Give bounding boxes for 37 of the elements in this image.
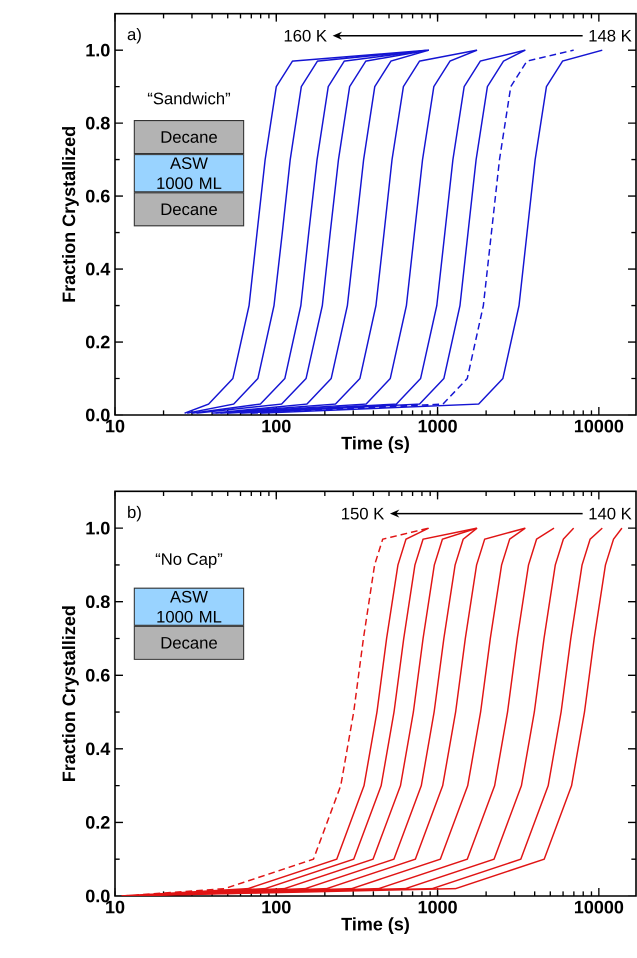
- y-tick-label: 1.0: [86, 44, 110, 57]
- x-tick-label: 100: [262, 420, 291, 432]
- annotation: b): [128, 506, 141, 522]
- y-tick-label: 0.6: [86, 190, 110, 202]
- y-tick-label: 0.6: [86, 668, 110, 682]
- annotation: 148 K: [590, 30, 632, 42]
- annotation: Decane: [162, 131, 217, 143]
- y-tick-label: 0.2: [86, 336, 110, 348]
- y-tick-label: 0.4: [86, 742, 110, 756]
- y-tick-label: 1.0: [86, 522, 110, 534]
- y-tick-label: 0.0: [86, 890, 110, 902]
- x-tick-label: 1000: [418, 900, 457, 914]
- x-tick-label: 10: [106, 420, 124, 432]
- x-tick-label: 10: [106, 900, 124, 914]
- y-tick-label: 0.0: [86, 408, 110, 422]
- annotation: a): [128, 28, 141, 44]
- annotation: ASW 1000 ML: [157, 590, 222, 623]
- y-axis-title: Fraction Crystallized: [62, 127, 79, 302]
- annotation: ASW 1000 ML: [157, 157, 222, 190]
- y-tick-label: 0.8: [86, 595, 110, 608]
- x-axis-title: Time (s): [341, 436, 409, 454]
- annotation: 150 K: [342, 508, 384, 520]
- y-tick-label: 0.2: [86, 816, 110, 829]
- x-axis-title: Time (s): [341, 917, 409, 934]
- annotation: 160 K: [284, 30, 327, 42]
- annotation: Decane: [162, 637, 217, 649]
- y-tick-label: 0.8: [86, 116, 110, 130]
- x-tick-label: 100: [262, 900, 291, 914]
- annotation: Decane: [162, 204, 217, 216]
- x-tick-label: 1000: [418, 420, 457, 432]
- y-axis-title: Fraction Crystallized: [62, 606, 79, 781]
- y-tick-label: 0.4: [86, 262, 110, 276]
- annotation: “Sandwich”: [148, 92, 230, 104]
- x-tick-label: 10000: [574, 420, 624, 432]
- annotation: 140 K: [590, 508, 632, 520]
- x-tick-label: 10000: [574, 900, 624, 914]
- annotation: “No Cap”: [156, 553, 222, 568]
